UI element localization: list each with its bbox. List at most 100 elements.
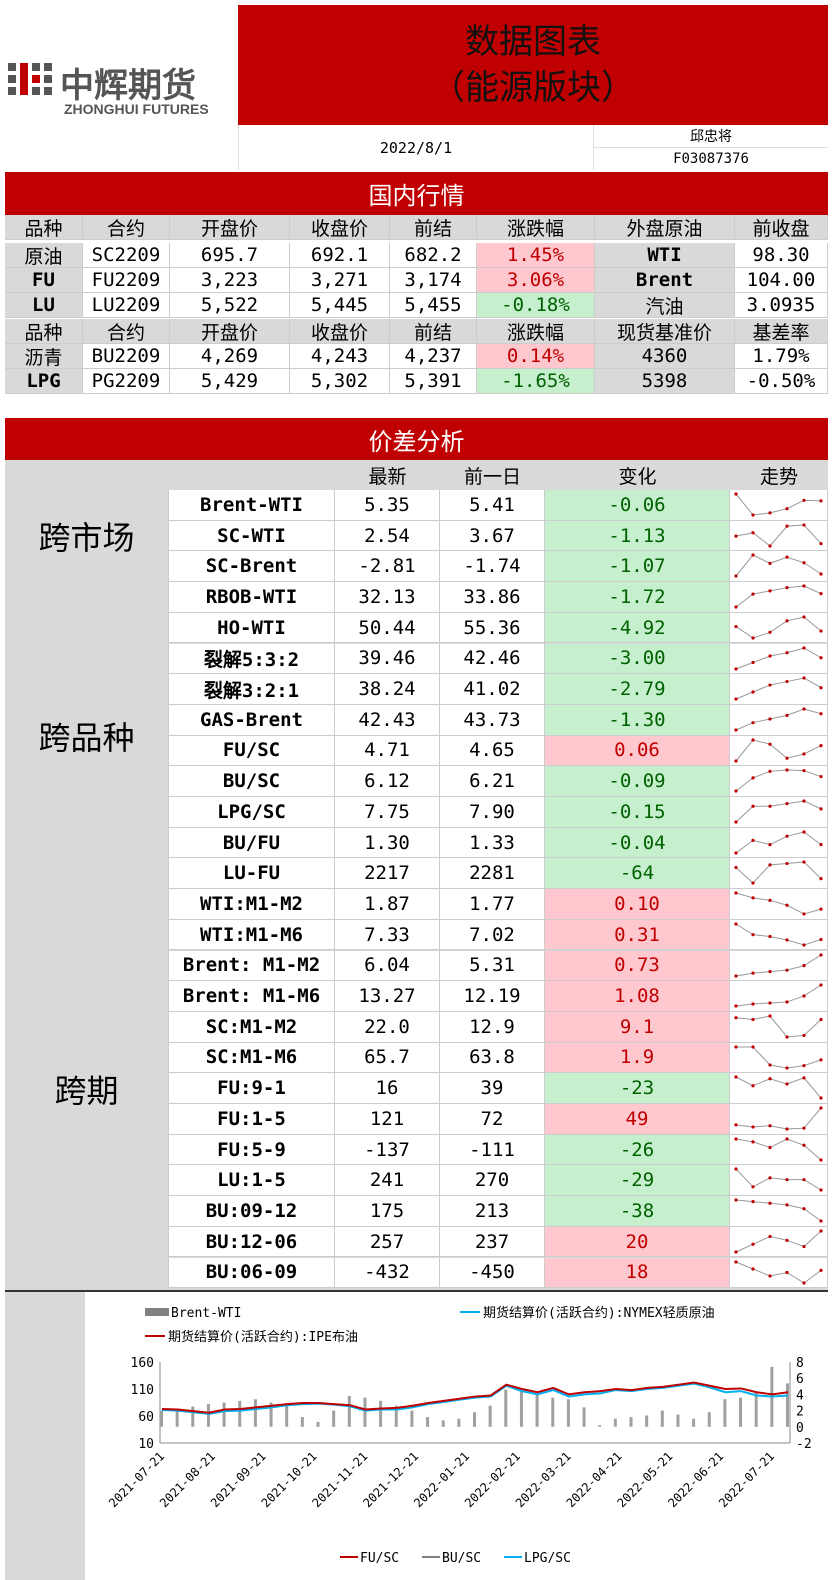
spread-name: SC:M1-M6 <box>168 1042 335 1074</box>
sparkline-point <box>751 553 755 557</box>
spread-prev: 33.86 <box>440 582 545 613</box>
spread-change: -0.06 <box>545 490 730 521</box>
sparkline-point <box>802 769 806 773</box>
sparkline-point <box>785 1082 789 1086</box>
sparkline-point <box>768 1001 772 1005</box>
sparkline-point <box>785 1137 789 1141</box>
sparkline-point <box>785 555 789 560</box>
sparkline <box>730 919 828 951</box>
sparkline-point <box>734 1123 738 1127</box>
bar-brent-wti <box>441 1420 445 1427</box>
spread-name: 裂解5:3:2 <box>168 643 335 675</box>
sparkline-point <box>819 807 823 811</box>
sparkline-point <box>734 1167 738 1171</box>
spread-name: HO-WTI <box>168 612 335 644</box>
spread-latest: 50.44 <box>335 612 440 644</box>
sparkline-point <box>768 934 772 938</box>
sparkline-point <box>802 1143 806 1147</box>
sparkline-point <box>819 952 823 957</box>
bottom-legend-label: FU/SC <box>360 1551 399 1566</box>
spread-prev: 213 <box>440 1196 545 1227</box>
spread-prev: 39 <box>440 1073 545 1104</box>
spread-name: LU:1-5 <box>168 1165 335 1197</box>
spread-prev: 6.21 <box>440 766 545 797</box>
sparkline <box>730 551 828 583</box>
table-cell: 5,445 <box>290 293 390 318</box>
sparkline-point <box>785 1178 789 1182</box>
column-header: 涨跌幅 <box>477 319 595 344</box>
table-cell: Brent <box>595 268 735 293</box>
sparkline-point <box>768 717 772 721</box>
bottom-legend-label: LPG/SC <box>524 1551 571 1566</box>
spread-prev: 1.77 <box>440 889 545 920</box>
sparkline-point <box>734 624 738 628</box>
bar-brent-wti <box>504 1389 508 1427</box>
sparkline-point <box>734 534 738 538</box>
sparkline-point <box>819 1229 823 1233</box>
sparkline-point <box>768 842 772 846</box>
logo-text-en: ZHONGHUI FUTURES <box>64 101 209 117</box>
sparkline-point <box>819 937 823 941</box>
spread-change: -1.30 <box>545 704 730 736</box>
sparkline-point <box>785 507 789 511</box>
sparkline-point <box>785 903 789 907</box>
title-line-1: 数据图表 <box>465 22 601 62</box>
bar-brent-wti <box>206 1404 210 1427</box>
spread-latest: 13.27 <box>335 981 440 1012</box>
y-tick-right: 2 <box>796 1405 804 1420</box>
sparkline <box>730 1073 828 1104</box>
sparkline <box>730 704 828 736</box>
price-chart: Brent-WTI 期货结算价(活跃合约):NYMEX轻质原油期货结算价(活跃合约… <box>106 1305 812 1566</box>
bar-brent-wti <box>488 1405 492 1427</box>
sparkline-point <box>734 1259 738 1264</box>
sparkline-point <box>768 653 772 658</box>
sparkline-point <box>785 619 789 623</box>
y-tick-left: 10 <box>138 1437 154 1452</box>
spread-latest: 6.12 <box>335 766 440 797</box>
spread-table: 最新 前一日 变化 走势 跨市场 跨品种 跨期 Brent-WTI 5.35 5.41 -0.06 S… <box>5 460 828 1290</box>
bar-brent-wti <box>347 1396 351 1427</box>
legend-swatch-bar <box>145 1308 169 1316</box>
spread-latest: 1.87 <box>335 889 440 920</box>
sparkline-point <box>734 1075 738 1079</box>
sparkline-point <box>734 492 738 496</box>
spread-prev: 270 <box>440 1165 545 1197</box>
table-cell: 4360 <box>595 344 735 369</box>
sparkline-point <box>751 636 755 640</box>
sparkline-point <box>819 541 823 545</box>
sparkline <box>730 643 828 675</box>
spread-latest: 7.33 <box>335 919 440 951</box>
spread-change: 49 <box>545 1104 730 1135</box>
spread-change: -4.92 <box>545 612 730 644</box>
series-line <box>161 1381 789 1414</box>
sparkline-point <box>734 866 738 870</box>
spread-name: GAS-Brent <box>168 704 335 736</box>
sparkline <box>730 858 828 890</box>
sparkline-point <box>785 862 789 866</box>
spread-latest: 121 <box>335 1104 440 1135</box>
sparkline-point <box>802 561 806 565</box>
table-cell: 5398 <box>595 369 735 394</box>
sparkline-point <box>751 776 755 780</box>
spread-prev: 42.46 <box>440 643 545 675</box>
column-header: 涨跌幅 <box>477 215 595 240</box>
bar-brent-wti <box>707 1412 711 1427</box>
sparkline <box>730 612 828 644</box>
spread-prev: 43.73 <box>440 704 545 736</box>
spread-name: LU-FU <box>168 858 335 890</box>
sparkline-point <box>802 523 806 527</box>
sparkline-point <box>802 1076 806 1080</box>
spread-prev: -450 <box>440 1257 545 1289</box>
spread-prev: 72 <box>440 1104 545 1135</box>
sparkline-point <box>819 907 823 911</box>
sparkline-point <box>802 963 806 967</box>
table-cell: FU <box>5 268 83 293</box>
group-label: 跨品种 <box>38 718 135 757</box>
sparkline-point <box>734 1004 738 1008</box>
spread-latest: 1.30 <box>335 827 440 859</box>
sparkline-point <box>802 994 806 998</box>
y-tick-right: 4 <box>796 1388 804 1403</box>
sparkline-point <box>785 1238 789 1242</box>
bottom-legend-label: BU/SC <box>442 1551 481 1566</box>
table-cell: 682.2 <box>390 243 477 268</box>
